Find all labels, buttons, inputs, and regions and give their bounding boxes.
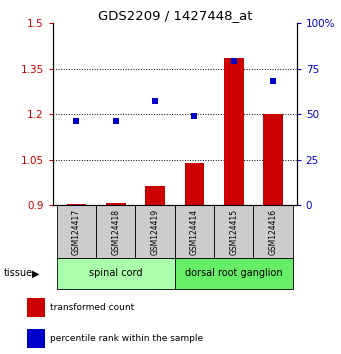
Bar — [96, 205, 135, 258]
Text: ▶: ▶ — [32, 268, 40, 279]
Point — [192, 113, 197, 119]
Point — [270, 79, 276, 84]
Text: percentile rank within the sample: percentile rank within the sample — [50, 334, 203, 343]
Bar — [224, 58, 243, 205]
Bar — [145, 185, 165, 205]
Text: dorsal root ganglion: dorsal root ganglion — [185, 268, 283, 279]
Text: GSM124416: GSM124416 — [269, 209, 278, 255]
Bar — [27, 329, 45, 348]
Bar — [66, 204, 86, 205]
Bar — [214, 205, 253, 258]
Bar — [184, 163, 204, 205]
Point — [231, 58, 236, 64]
Bar — [175, 258, 293, 289]
Text: GSM124418: GSM124418 — [111, 209, 120, 255]
Text: transformed count: transformed count — [50, 303, 134, 312]
Bar — [175, 205, 214, 258]
Text: spinal cord: spinal cord — [89, 268, 143, 279]
Bar — [263, 114, 283, 205]
Bar — [57, 258, 175, 289]
Bar — [27, 298, 45, 317]
Text: GSM124414: GSM124414 — [190, 209, 199, 255]
Text: GSM124419: GSM124419 — [151, 209, 160, 255]
Text: GSM124417: GSM124417 — [72, 209, 81, 255]
Bar — [135, 205, 175, 258]
Text: GSM124415: GSM124415 — [229, 209, 238, 255]
Bar — [253, 205, 293, 258]
Point — [74, 119, 79, 124]
Bar — [106, 203, 125, 205]
Point — [152, 98, 158, 104]
Point — [113, 119, 119, 124]
Text: tissue: tissue — [3, 268, 32, 279]
Title: GDS2209 / 1427448_at: GDS2209 / 1427448_at — [98, 9, 252, 22]
Bar — [57, 205, 96, 258]
